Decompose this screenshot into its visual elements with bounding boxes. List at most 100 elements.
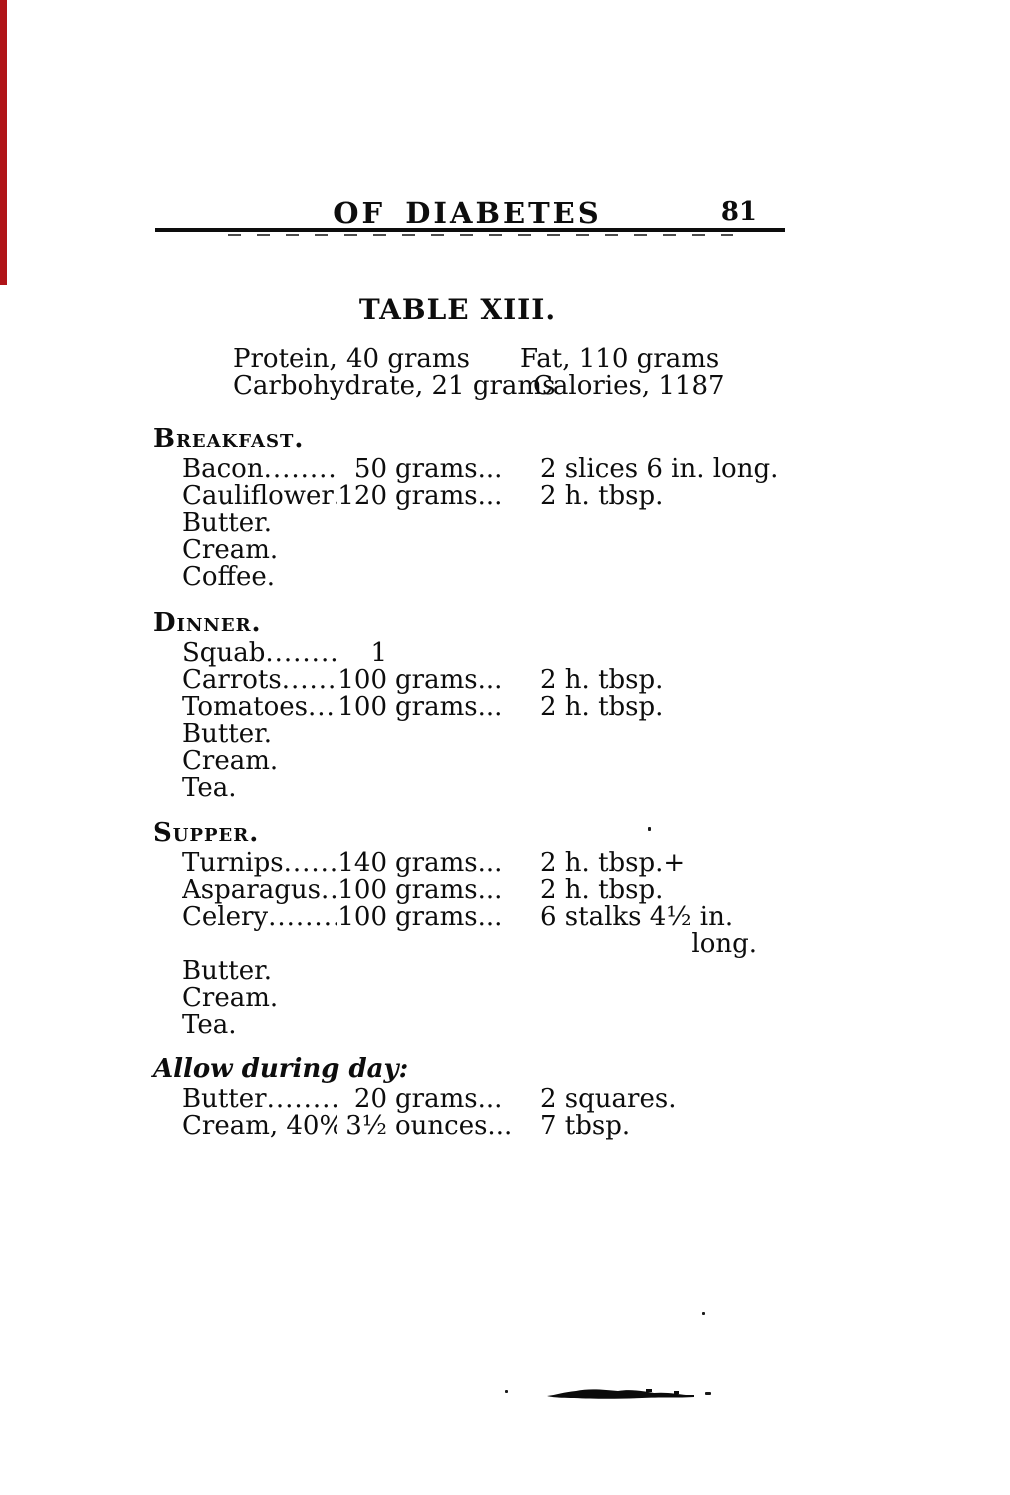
- item-measure: 6 stalks 4½ in.: [540, 902, 734, 932]
- item-unit: ounces...: [395, 1111, 513, 1141]
- ink-smudge-shape: [547, 1389, 694, 1399]
- item-quantity: 120: [337, 481, 387, 511]
- summary-row: Carbohydrate, 21 gramsCalories, 1187: [233, 373, 725, 400]
- summary-carbohydrate: Carbohydrate, 21 grams: [233, 371, 556, 401]
- item-row: Turnips........................140 grams.…: [182, 850, 790, 877]
- item-name: Bacon: [182, 456, 264, 483]
- item-quantity: 100: [337, 665, 387, 695]
- item-quantity: 100: [337, 692, 387, 722]
- header-rule-artifact: [228, 234, 733, 236]
- item-row: Butter.: [182, 956, 272, 986]
- summary-protein: Protein, 40 grams: [233, 344, 470, 374]
- item-measure: 2 squares.: [540, 1084, 677, 1114]
- item-row: Asparagus........................100 gram…: [182, 877, 790, 904]
- item-name-leader: Cauliflower........................: [182, 483, 337, 510]
- item-name-leader: Squab........................: [182, 640, 337, 667]
- item-row: Butter.: [182, 508, 272, 538]
- item-measure: 2 slices 6 in. long.: [540, 454, 779, 484]
- section-heading: Breakfast.: [153, 424, 305, 454]
- item-quantity: 3½: [345, 1111, 387, 1141]
- item-name-leader: Asparagus........................: [182, 877, 337, 904]
- item-quantity: 50: [353, 454, 387, 484]
- item-row: Cream.: [182, 746, 279, 776]
- item-name-leader: Bacon........................: [182, 456, 337, 483]
- dot-leader: ........................: [334, 483, 337, 510]
- item-measure: 2 h. tbsp.+: [540, 848, 686, 878]
- dot-leader: ........................: [281, 667, 337, 694]
- section-allowance: Allow during day: Butter................…: [153, 1056, 790, 1140]
- nutrition-summary: Protein, 40 grams Fat, 110 grams Carbohyd…: [233, 346, 725, 400]
- item-row: Carrots........................100 grams.…: [182, 667, 790, 694]
- item-name: Tomatoes: [182, 694, 308, 721]
- item-row: Cauliflower........................120 gr…: [182, 483, 790, 510]
- item-unit: grams...: [395, 665, 503, 695]
- left-edge-stripe: [0, 0, 7, 285]
- item-measure: 7 tbsp.: [540, 1111, 631, 1141]
- dot-leader: ........................: [266, 1086, 337, 1113]
- item-quantity: 20: [353, 1084, 387, 1114]
- dot-leader: ........................: [283, 850, 337, 877]
- item-name: Turnips: [182, 850, 284, 877]
- item-measure: 2 h. tbsp.: [540, 692, 664, 722]
- section-heading: Dinner.: [153, 608, 262, 638]
- scan-speck: [705, 1392, 711, 1395]
- item-name-leader: Celery........................: [182, 904, 337, 931]
- item-row: Cream.: [182, 983, 279, 1013]
- item-name-leader: Butter........................: [182, 1086, 337, 1113]
- item-unit: grams...: [395, 902, 503, 932]
- page-header: OF DIABETES 81: [153, 196, 790, 230]
- item-unit: grams...: [395, 692, 503, 722]
- item-row: Butter.: [182, 719, 272, 749]
- item-row: Squab........................ 1: [182, 640, 790, 667]
- item-name-leader: Tomatoes........................: [182, 694, 337, 721]
- section-breakfast: Breakfast. Bacon........................…: [153, 426, 790, 591]
- item-row: Tea.: [182, 1010, 237, 1040]
- item-name: Butter: [182, 1086, 267, 1113]
- scan-speck: [505, 1390, 508, 1393]
- item-row: Cream, 40%........................ 3½ ounc…: [182, 1113, 790, 1140]
- dot-leader: ........................: [268, 904, 337, 931]
- item-row: Celery........................100 grams..…: [182, 904, 790, 931]
- dot-leader: ........................: [307, 694, 337, 721]
- item-name: Cream, 40%: [182, 1113, 337, 1140]
- item-row: Bacon........................ 50 grams... 2…: [182, 456, 790, 483]
- section-heading: Supper.: [153, 818, 260, 848]
- dot-leader: ........................: [265, 640, 337, 667]
- item-quantity: 1: [370, 638, 387, 668]
- scan-speck: [702, 1312, 705, 1315]
- item-row: Butter........................ 20 grams...…: [182, 1086, 790, 1113]
- scan-speck: [648, 827, 651, 831]
- item-name: Celery: [182, 904, 269, 931]
- item-quantity: 100: [337, 902, 387, 932]
- summary-row: Protein, 40 grams Fat, 110 grams: [233, 346, 725, 373]
- item-name-leader: Cream, 40%........................: [182, 1113, 337, 1140]
- item-unit: grams...: [395, 454, 503, 484]
- summary-fat: Fat, 110 grams: [520, 344, 720, 374]
- item-row: Tomatoes........................100 grams…: [182, 694, 790, 721]
- item-row: Tea.: [182, 773, 237, 803]
- item-measure: 2 h. tbsp.: [540, 665, 664, 695]
- item-name: Squab: [182, 640, 266, 667]
- page-number: 81: [720, 197, 757, 227]
- item-measure: 2 h. tbsp.: [540, 875, 664, 905]
- item-row: Coffee.: [182, 562, 276, 592]
- section-heading: Allow during day:: [153, 1054, 409, 1084]
- item-measure: 2 h. tbsp.: [540, 481, 664, 511]
- dot-leader: ........................: [320, 877, 337, 904]
- item-name-leader: Turnips........................: [182, 850, 337, 877]
- ink-smudge: [546, 1385, 698, 1404]
- item-continuation: long.: [691, 929, 757, 959]
- item-name: Asparagus: [182, 877, 321, 904]
- item-name-leader: Carrots........................: [182, 667, 337, 694]
- header-rule: [155, 228, 785, 232]
- item-unit: grams...: [395, 481, 503, 511]
- item-unit: grams...: [395, 1084, 503, 1114]
- item-quantity: 140: [337, 848, 387, 878]
- table-title: TABLE XIII.: [358, 293, 557, 326]
- section-supper: Supper. Turnips........................1…: [153, 820, 790, 1039]
- item-unit: grams...: [395, 848, 503, 878]
- item-name: Cauliflower: [182, 483, 334, 510]
- item-unit: grams...: [395, 875, 503, 905]
- section-dinner: Dinner. Squab........................ 1 C…: [153, 610, 790, 802]
